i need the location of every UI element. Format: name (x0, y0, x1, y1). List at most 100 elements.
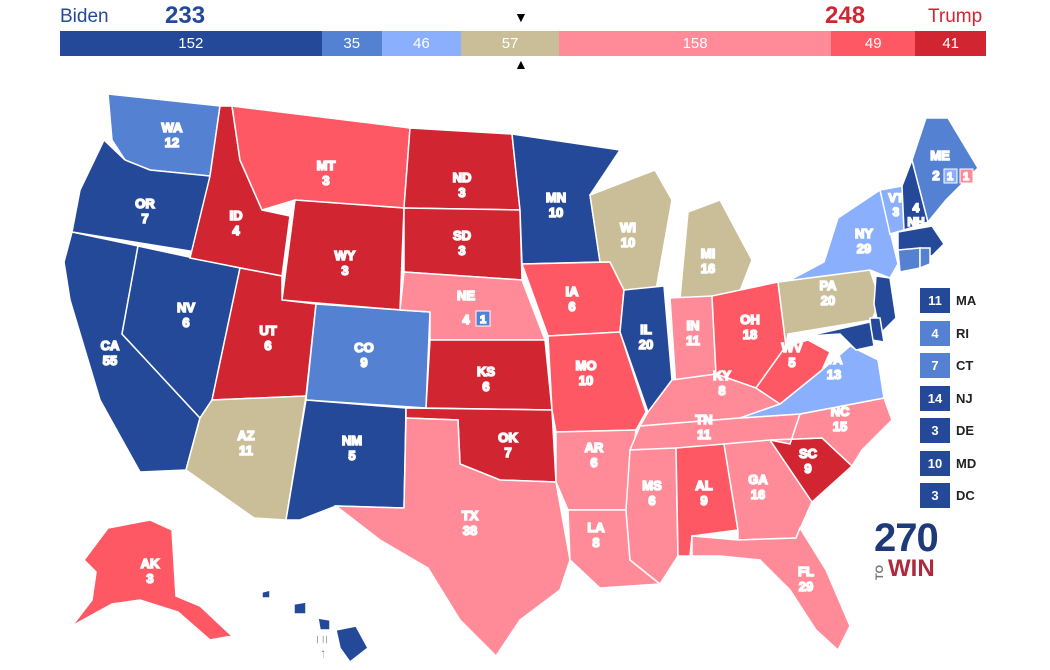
svg-text:AR6: AR 6 (585, 440, 604, 470)
biden-label: Biden (60, 6, 109, 27)
small-state-RI[interactable]: 4 RI (920, 320, 969, 346)
me-district-2-box[interactable] (959, 168, 974, 184)
state-VT[interactable]: VT 3 (879, 185, 905, 235)
state-CA[interactable]: CA 55 (63, 231, 201, 473)
ne-district-box[interactable] (475, 310, 491, 327)
state-WV[interactable]: WV 5 (754, 339, 831, 405)
trump-total: 248 (825, 2, 866, 29)
trump-label: Trump (928, 6, 983, 27)
state-IA[interactable]: IA 6 (520, 261, 625, 337)
small-state-MA[interactable]: 11 MA (920, 288, 976, 313)
state-KY[interactable]: KY 8 (638, 367, 782, 427)
state-NE[interactable]: NE 4 1 (399, 271, 547, 341)
state-MS[interactable]: MS 6 (625, 447, 679, 586)
down-arrow-icon: ▼ (514, 9, 528, 25)
state-VA[interactable]: VA 13 (739, 345, 885, 419)
state-NH[interactable]: 4 NH (901, 157, 929, 232)
bar-segment: 35 (321, 31, 382, 56)
state-ev: 2 (932, 168, 939, 183)
small-state-abbr: DE (956, 423, 975, 438)
state-HI[interactable]: HI 4 (261, 589, 369, 664)
state-FL[interactable]: FL 29 (691, 526, 851, 652)
state-SD[interactable]: SD 3 (403, 207, 523, 281)
small-state-ev-box[interactable]: 4 (920, 320, 950, 346)
state-TX[interactable]: TX 38 (333, 417, 571, 658)
svg-text:KS6: KS 6 (477, 364, 495, 394)
state-MN[interactable]: MN 10 (511, 133, 622, 265)
state-LA[interactable]: LA 8 (567, 509, 662, 589)
state-ME[interactable]: ME 2 1 1 (911, 117, 979, 224)
state-NM[interactable]: NM 5 (285, 399, 407, 521)
svg-text:MS6: MS 6 (642, 478, 662, 508)
svg-text:4NH: 4 NH (907, 201, 924, 229)
state-IN[interactable]: IN 11 (669, 295, 717, 390)
state-MT[interactable]: MT 3 (231, 105, 411, 211)
svg-text:UT6: UT 6 (259, 323, 276, 353)
small-state-DE[interactable]: 3 DE (920, 418, 974, 443)
state-AK[interactable]: AK 3 (71, 519, 234, 641)
svg-text:1: 1 (963, 171, 969, 183)
state-NY[interactable]: NY 29 (777, 188, 899, 283)
me-district-1-box[interactable] (943, 168, 958, 184)
state-OK[interactable]: OK 7 (405, 407, 557, 483)
bar-segment: 158 (559, 31, 832, 56)
logo-to: TO (874, 564, 886, 580)
biden-total: 233 (165, 2, 206, 29)
state-MI[interactable]: MI 16 (679, 199, 753, 299)
state-AZ[interactable]: AZ 11 (185, 395, 307, 521)
small-state-abbr: NJ (956, 390, 973, 406)
state-CO[interactable]: CO 9 (305, 303, 431, 409)
small-state-DC[interactable]: 3 DC (920, 483, 975, 508)
svg-text:NE: NE (457, 288, 475, 303)
state-RI[interactable] (919, 247, 931, 270)
state-GA[interactable]: GA 16 (723, 439, 813, 541)
ne-district-ev: 1 (480, 314, 486, 326)
state-WI[interactable]: WI 10 (589, 169, 673, 291)
small-state-ev-box[interactable]: 7 (920, 353, 950, 378)
state-ev: 4 (462, 312, 470, 327)
state-AL[interactable]: AL 9 (675, 443, 739, 557)
svg-text:ID4: ID 4 (230, 208, 243, 238)
small-state-abbr: DC (956, 488, 975, 503)
small-state-ev-box[interactable]: 10 (920, 450, 950, 476)
small-state-MD[interactable]: 10 MD (920, 450, 977, 476)
svg-text:IA6: IA 6 (566, 284, 580, 314)
state-CT[interactable] (897, 247, 921, 273)
state-ND[interactable]: ND 3 (403, 127, 521, 211)
small-state-ev-box[interactable]: 3 (920, 418, 950, 443)
small-state-ev-box[interactable]: 14 (920, 385, 950, 411)
state-MD[interactable] (807, 321, 875, 351)
state-ID[interactable]: ID 4 (189, 105, 291, 277)
svg-text:WY3: WY 3 (335, 248, 356, 278)
svg-text:OK7: OK 7 (498, 430, 518, 460)
small-state-abbr: MD (956, 455, 977, 471)
small-state-NJ[interactable]: 14 NJ (920, 385, 973, 411)
small-state-ev-box[interactable]: 11 (920, 288, 950, 313)
small-state-ev-box[interactable]: 3 (920, 483, 950, 508)
state-NC[interactable]: NC 15 (769, 397, 893, 468)
svg-text:ME: ME (930, 148, 950, 163)
state-OH[interactable]: OH 18 (711, 281, 787, 389)
logo-win: WIN (888, 555, 935, 582)
state-abbr: WA (162, 120, 184, 135)
small-state-abbr: MA (956, 293, 977, 308)
state-KS[interactable]: KS 6 (425, 339, 553, 411)
small-state-CT[interactable]: 7 CT (920, 353, 973, 378)
state-WY[interactable]: WY 3 (281, 199, 405, 311)
state-AR[interactable]: AR 6 (555, 429, 637, 511)
svg-text:MT3: MT 3 (317, 158, 336, 188)
state-SC[interactable]: SC 9 (768, 437, 854, 504)
bar-segment: 57 (461, 31, 560, 56)
small-state-abbr: RI (956, 325, 969, 341)
